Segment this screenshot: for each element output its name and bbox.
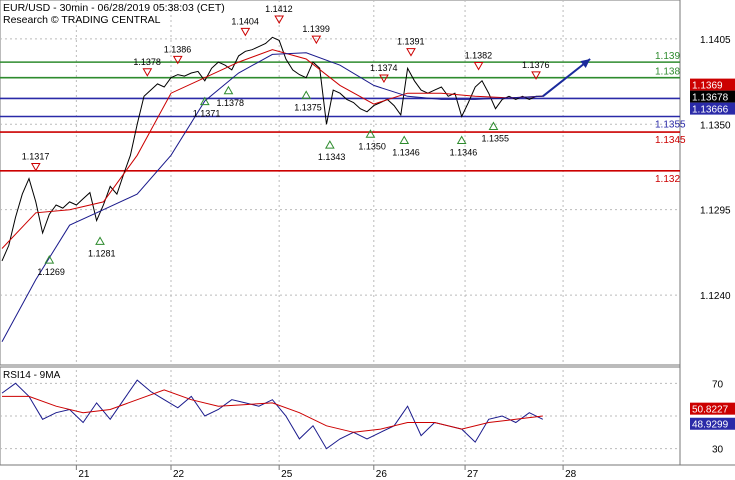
resistance-marker <box>240 27 251 37</box>
support-marker <box>488 121 499 130</box>
low-label: 1.1355 <box>481 133 509 143</box>
support-marker <box>456 135 467 144</box>
price-tag <box>690 90 735 103</box>
x-tick-label: 27 <box>467 469 479 480</box>
level-label: 1.132 <box>655 174 680 185</box>
high-label: 1.1391 <box>397 37 425 47</box>
grid-lines <box>0 0 680 465</box>
rsi-tag-label: 48.9299 <box>692 420 729 431</box>
support-marker <box>399 135 410 144</box>
series-ma_slow <box>1 52 543 342</box>
level-label: 1.138 <box>655 67 680 78</box>
resistance-marker <box>379 74 389 83</box>
resistance-marker <box>30 163 41 172</box>
swing-annotations: 1.13171.12691.12811.13781.13861.13711.13… <box>22 4 550 277</box>
high-label: 1.1376 <box>522 60 550 70</box>
resistance-marker <box>406 48 416 57</box>
chart-title: EUR/USD - 30min - 06/28/2019 05:38:03 (C… <box>3 2 225 14</box>
projection-arrow-head <box>580 59 591 69</box>
series-lines <box>1 36 591 450</box>
y-tick-label: 1.1350 <box>700 120 731 131</box>
low-label: 1.1343 <box>318 152 346 162</box>
x-tick-label: 22 <box>173 469 185 480</box>
x-tick-label: 25 <box>281 469 293 480</box>
x-tick-label: 21 <box>78 469 90 480</box>
resistance-marker <box>311 35 322 45</box>
high-label: 1.1382 <box>465 51 493 61</box>
resistance-marker <box>274 15 285 24</box>
high-label: 1.1378 <box>133 57 161 67</box>
price-tag-label: 1.13666 <box>692 105 729 116</box>
price-tag <box>690 102 735 115</box>
high-label: 1.1404 <box>231 16 259 26</box>
high-label: 1.1386 <box>164 44 192 54</box>
chart-source: Research © TRADING CENTRAL <box>3 14 161 26</box>
low-label: 1.1281 <box>88 248 116 258</box>
rsi-tick-label: 30 <box>712 445 724 456</box>
support-marker <box>301 90 312 99</box>
x-tick-label: 28 <box>565 469 577 480</box>
series-ma_fast <box>1 49 543 249</box>
resistance-marker <box>172 55 183 65</box>
projection-arrow-line <box>542 58 591 98</box>
resistance-marker <box>531 71 541 80</box>
series-rsi_ma <box>2 389 543 433</box>
rsi-tick-label: 70 <box>712 379 724 390</box>
support-marker <box>324 140 335 149</box>
rsi-tag <box>690 417 735 430</box>
y-tick-label: 1.1295 <box>700 206 731 217</box>
level-lines: 1.139 1.138 1.1355 1.1345 1.132 <box>0 51 686 185</box>
low-label: 1.1375 <box>294 102 322 112</box>
low-label: 1.1378 <box>216 98 244 108</box>
level-label: 1.1355 <box>655 119 686 130</box>
low-label: 1.1350 <box>358 141 386 151</box>
low-label: 1.1346 <box>392 147 420 157</box>
axis-labels: 1.1405 1.1350 1.1295 1.1240 21 22 25 26 27 28 70 30… <box>75 35 735 480</box>
price-tag <box>690 78 735 91</box>
level-label: 1.1345 <box>655 135 686 146</box>
resistance-marker <box>142 68 153 77</box>
rsi-title: RSI14 - 9MA <box>3 370 61 381</box>
level-label: 1.139 <box>655 51 680 62</box>
price-tag-label: 1.1369 <box>692 81 723 92</box>
support-marker <box>365 129 376 138</box>
low-label: 1.1371 <box>193 109 221 119</box>
support-marker <box>44 255 55 264</box>
y-tick-label: 1.1405 <box>700 35 731 46</box>
low-label: 1.1269 <box>37 267 65 277</box>
high-label: 1.1399 <box>302 24 330 34</box>
high-label: 1.1374 <box>370 63 398 73</box>
rsi-tag-label: 50.8227 <box>692 405 729 416</box>
high-label: 1.1317 <box>22 152 50 162</box>
rsi-tag <box>690 402 735 415</box>
resistance-marker <box>473 62 484 71</box>
y-tick-label: 1.1240 <box>700 291 731 302</box>
low-label: 1.1346 <box>450 147 478 157</box>
support-marker <box>95 236 105 245</box>
support-marker <box>223 85 234 95</box>
high-label: 1.1412 <box>265 4 293 14</box>
support-marker <box>199 96 210 106</box>
x-tick-label: 26 <box>376 469 388 480</box>
price-tag-label: 1.13678 <box>692 93 729 104</box>
